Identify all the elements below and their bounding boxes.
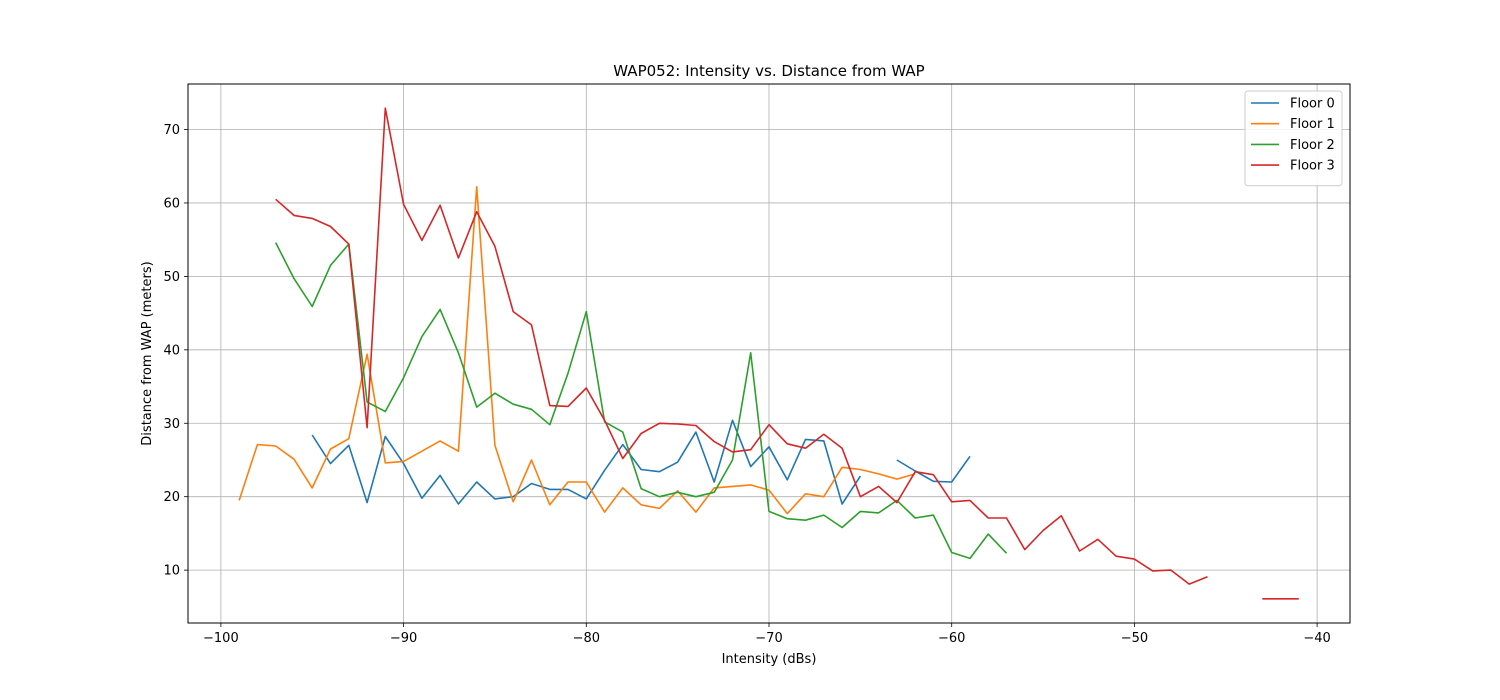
legend-box [1244, 90, 1343, 187]
x-tick-label: −90 [390, 631, 417, 646]
y-tick-label: 10 [163, 564, 180, 579]
legend-label: Floor 3 [1290, 159, 1335, 174]
x-axis-label: Intensity (dBs) [722, 652, 817, 667]
x-tick-label: −100 [203, 631, 239, 646]
legend-label: Floor 1 [1290, 117, 1335, 132]
x-tick-label: −50 [1121, 631, 1148, 646]
series-line-floor-2 [274, 242, 1008, 560]
x-tick-label: −70 [755, 631, 782, 646]
series-lines [238, 107, 1299, 600]
y-tick-label: 20 [163, 490, 180, 505]
series-line-floor-0 [896, 455, 971, 483]
chart-title: WAP052: Intensity vs. Distance from WAP [613, 62, 924, 80]
legend: Floor 0 Floor 1 Floor 2 Floor 3 [1244, 90, 1343, 187]
x-tick-label: −60 [938, 631, 965, 646]
y-tick-label: 50 [163, 270, 180, 285]
y-tick-label: 30 [163, 417, 180, 432]
grid [188, 84, 1350, 623]
series-line-floor-1 [238, 186, 916, 515]
legend-label: Floor 2 [1290, 138, 1335, 153]
x-axis-ticks: −100 −90 −80 −70 −60 −50 −40 [203, 623, 1331, 646]
y-tick-label: 60 [163, 196, 180, 211]
y-tick-label: 40 [163, 343, 180, 358]
y-axis-label: Distance from WAP (meters) [140, 261, 155, 445]
y-tick-label: 70 [163, 123, 180, 138]
x-tick-label: −80 [573, 631, 600, 646]
series-line-floor-3 [275, 107, 1208, 585]
legend-label: Floor 0 [1290, 97, 1335, 112]
series-line-floor-0 [311, 419, 862, 505]
x-tick-label: −40 [1303, 631, 1330, 646]
y-axis-ticks: 10 20 30 40 50 60 70 [163, 123, 188, 579]
